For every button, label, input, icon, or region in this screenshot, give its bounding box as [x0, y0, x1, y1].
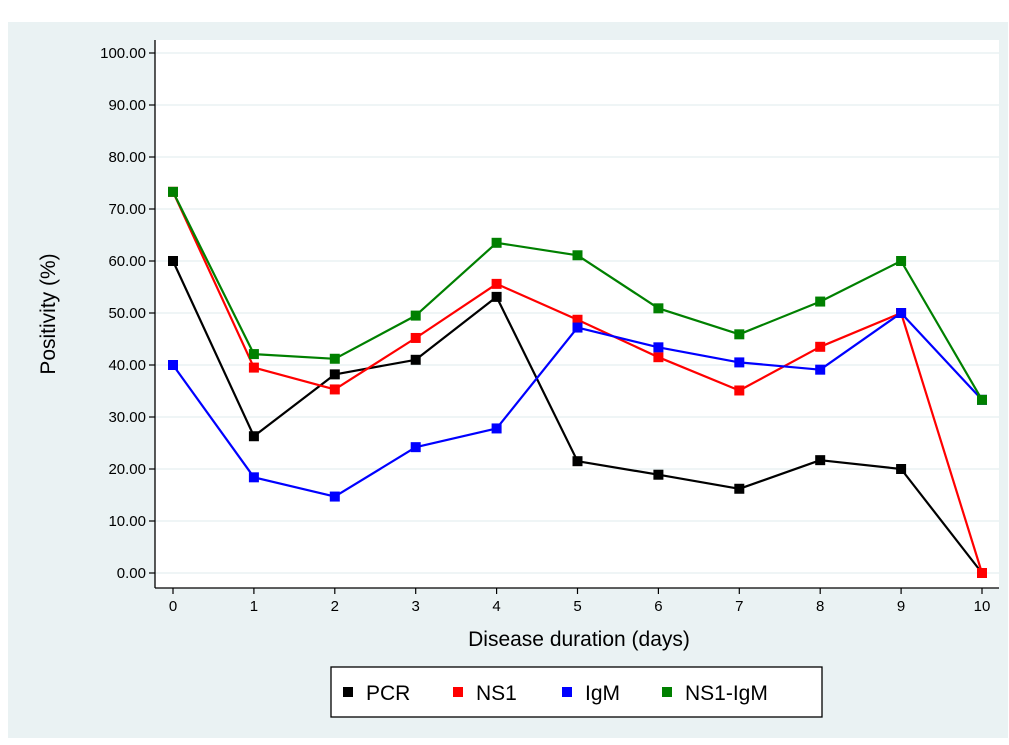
- data-point-igm-0: [168, 360, 178, 370]
- series-ns1-igm: [168, 186, 987, 405]
- data-point-ns1-5: [572, 314, 583, 325]
- data-point-ns1-igm-0: [168, 186, 178, 197]
- data-point-pcr-1: [248, 431, 259, 442]
- x-tick-label-3: 3: [412, 598, 420, 615]
- data-point-ns1-1: [248, 362, 259, 373]
- data-point-pcr-3: [410, 354, 421, 365]
- y-tick-label-10: 100.00: [100, 45, 146, 62]
- series-layer: [168, 186, 987, 578]
- data-point-ns1-igm-4: [491, 237, 502, 248]
- data-point-ns1-igm-5: [572, 250, 583, 261]
- legend-marker-pcr: [343, 687, 353, 697]
- data-point-ns1-igm-3: [410, 310, 421, 321]
- data-point-ns1-6: [653, 352, 664, 363]
- x-tick-label-7: 7: [735, 598, 743, 615]
- legend-marker-ns1: [453, 687, 463, 697]
- data-point-ns1-2: [329, 384, 340, 395]
- data-point-igm-8: [815, 364, 826, 375]
- x-tick-label-9: 9: [897, 598, 905, 615]
- data-point-igm-2: [329, 491, 340, 502]
- legend-marker-ns1-igm: [662, 687, 672, 697]
- data-point-ns1-igm-9: [896, 256, 907, 266]
- y-tick-label-3: 30.00: [108, 409, 146, 426]
- legend-label-ns1-igm: NS1-IgM: [685, 682, 768, 705]
- legend-box: [330, 666, 823, 718]
- y-tick-label-2: 20.00: [108, 461, 146, 478]
- data-point-pcr-5: [572, 456, 583, 467]
- legend-label-igm: IgM: [585, 682, 620, 705]
- grid-layer: [155, 52, 999, 574]
- data-point-igm-6: [653, 342, 664, 353]
- legend-label-pcr: PCR: [366, 682, 410, 705]
- data-point-pcr-4: [491, 291, 502, 302]
- data-point-pcr-9: [896, 464, 907, 474]
- data-point-igm-1: [248, 472, 259, 483]
- y-tick-label-7: 70.00: [108, 201, 146, 218]
- data-point-ns1-3: [410, 332, 421, 343]
- y-tick-label-0: 0.00: [117, 565, 146, 582]
- x-tick-label-5: 5: [573, 598, 581, 615]
- x-tick-label-6: 6: [654, 598, 662, 615]
- data-point-ns1-igm-2: [329, 353, 340, 364]
- data-point-pcr-0: [168, 256, 178, 266]
- data-point-ns1-4: [491, 278, 502, 289]
- data-point-igm-5: [572, 322, 583, 333]
- data-point-ns1-igm-10: [977, 394, 987, 405]
- data-point-ns1-igm-6: [653, 303, 664, 314]
- series-igm: [168, 308, 987, 502]
- data-point-igm-4: [491, 423, 502, 434]
- x-axis-title: Disease duration (days): [468, 628, 690, 651]
- x-tick-label-8: 8: [816, 598, 824, 615]
- axis-layer: 0.00 10.00 20.00 30.00 40.00 50.00 60.00 70.00 8…: [100, 40, 999, 615]
- series-pcr: [168, 256, 987, 578]
- y-tick-label-9: 90.00: [108, 97, 146, 114]
- x-tick-label-0: 0: [169, 598, 177, 615]
- data-point-pcr-7: [734, 483, 745, 494]
- y-axis-title: Positivity (%): [37, 253, 60, 374]
- y-tick-label-8: 80.00: [108, 149, 146, 166]
- legend-label-ns1: NS1: [476, 682, 517, 705]
- y-tick-label-1: 10.00: [108, 513, 146, 530]
- data-point-ns1-igm-8: [815, 296, 826, 307]
- data-point-pcr-8: [815, 455, 826, 466]
- data-point-ns1-8: [815, 341, 826, 352]
- legend: PCR NS1 IgM NS1-IgM: [330, 666, 823, 718]
- data-point-ns1-7: [734, 385, 745, 396]
- x-tick-label-2: 2: [331, 598, 339, 615]
- x-tick-label-10: 10: [974, 598, 991, 615]
- data-point-pcr-2: [329, 369, 340, 380]
- x-tick-label-4: 4: [492, 598, 500, 615]
- data-point-ns1-igm-1: [248, 349, 259, 360]
- data-point-pcr-6: [653, 469, 664, 480]
- y-tick-label-6: 60.00: [108, 253, 146, 270]
- data-point-ns1-10: [977, 568, 987, 578]
- data-point-ns1-igm-7: [734, 329, 745, 340]
- y-tick-label-5: 50.00: [108, 305, 146, 322]
- y-tick-label-4: 40.00: [108, 357, 146, 374]
- x-tick-label-1: 1: [250, 598, 258, 615]
- plot-area: [155, 40, 999, 588]
- data-point-igm-7: [734, 357, 745, 368]
- data-point-igm-9: [896, 308, 907, 318]
- data-point-igm-3: [410, 442, 421, 453]
- legend-marker-igm: [562, 687, 572, 697]
